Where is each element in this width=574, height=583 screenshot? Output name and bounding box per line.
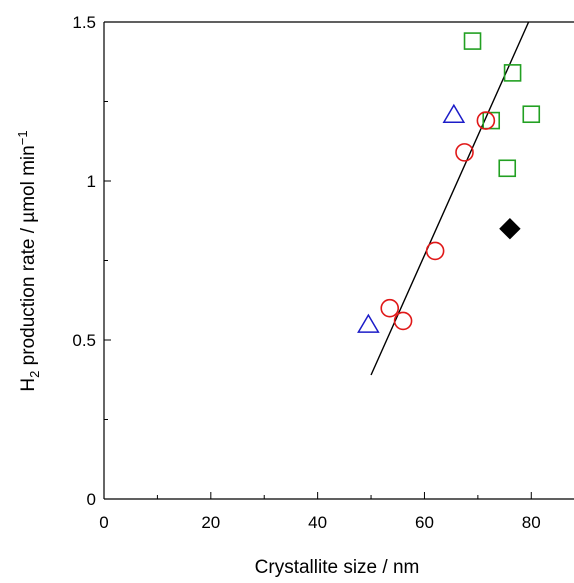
x-axis-title: Crystallite size / nm (255, 557, 420, 578)
y-tick-label: 1.5 (72, 13, 96, 32)
circle-marker (380, 298, 400, 318)
x-tick-label: 20 (201, 513, 220, 532)
plot-frame (103, 21, 574, 500)
y-axis-title-superscript: −1 (15, 130, 30, 145)
y-tick-label: 0 (87, 490, 96, 509)
y-tick-label: 1 (87, 172, 96, 191)
square-marker (482, 111, 501, 130)
circle-marker (455, 143, 474, 162)
y-axis-title-suffix: production rate / µmol min (18, 145, 39, 370)
circle-marker (425, 241, 445, 261)
fit-line-group (370, 21, 530, 376)
data-points (357, 32, 541, 333)
fit-line (370, 21, 530, 376)
square-marker (498, 159, 517, 178)
x-tick-label: 40 (308, 513, 327, 532)
x-tick-label: 0 (99, 513, 108, 532)
triangle-marker (357, 313, 380, 333)
y-tick-label: 0.5 (72, 331, 96, 350)
diamond-marker (499, 217, 521, 240)
circle-marker (476, 111, 496, 130)
x-tick-label: 60 (415, 513, 434, 532)
y-axis: 0 0.5 1 1.5 (72, 13, 111, 509)
x-axis: 0 20 40 60 80 (99, 492, 541, 532)
square-marker (522, 105, 541, 124)
circle-marker (393, 311, 413, 331)
y-axis-title: H2 production rate / µmol min−1 (15, 130, 42, 391)
x-tick-label: 80 (522, 513, 541, 532)
y-axis-title-prefix: H (18, 378, 39, 392)
square-marker (463, 32, 482, 50)
y-axis-title-subscript: 2 (27, 371, 42, 378)
triangle-marker (442, 103, 466, 123)
square-marker (503, 64, 522, 82)
